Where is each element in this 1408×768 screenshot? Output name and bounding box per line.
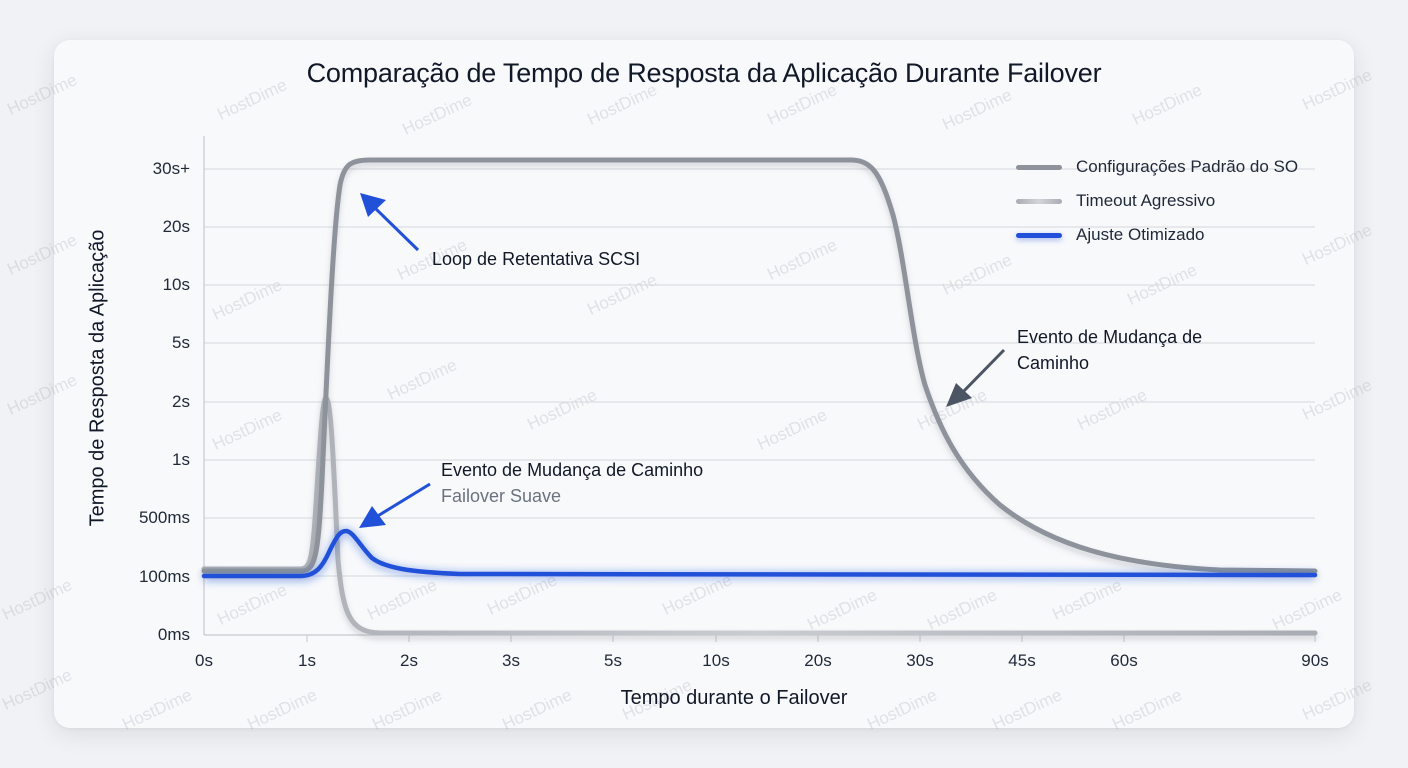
arrow-path-change-opt-icon bbox=[359, 482, 431, 528]
legend: Configurações Padrão do SO Timeout Agres… bbox=[1016, 150, 1298, 252]
chart-card bbox=[54, 40, 1354, 728]
y-tick: 2s bbox=[172, 392, 190, 411]
arrow-scsi-icon bbox=[360, 193, 420, 252]
x-tick: 30s bbox=[906, 651, 934, 670]
y-tick: 500ms bbox=[138, 508, 190, 527]
arrow-path-change-default-icon bbox=[946, 348, 1006, 407]
y-tick: 1s bbox=[172, 450, 190, 469]
annotation-subtitle: Failover Suave bbox=[441, 486, 562, 506]
x-tick: 5s bbox=[604, 651, 622, 670]
series-ajuste-otimizado bbox=[201, 527, 1318, 582]
legend-swatch-icon bbox=[1016, 164, 1062, 170]
legend-item-timeout[interactable]: Timeout Agressivo bbox=[1016, 184, 1298, 218]
annotation-path-change-default: Evento de Mudança de Caminho bbox=[1017, 327, 1203, 373]
x-tick: 1s bbox=[298, 651, 316, 670]
y-tick: 20s bbox=[162, 217, 190, 236]
y-tick: 10s bbox=[162, 275, 190, 294]
y-tick: 100ms bbox=[138, 567, 190, 586]
legend-item-optimized[interactable]: Ajuste Otimizado bbox=[1016, 218, 1298, 252]
x-tick: 20s bbox=[804, 651, 832, 670]
series-configuracoes-padrao bbox=[201, 157, 1318, 574]
y-tick: 30s+ bbox=[152, 159, 190, 178]
annotation-title: Evento de Mudança de Caminho bbox=[441, 460, 704, 480]
x-tick: 10s bbox=[702, 651, 730, 670]
y-axis-label: Tempo de Resposta da Aplicação bbox=[86, 229, 109, 527]
x-tick: 60s bbox=[1110, 651, 1138, 670]
x-tick: 0s bbox=[195, 651, 213, 670]
x-tick: 45s bbox=[1008, 651, 1036, 670]
legend-item-default[interactable]: Configurações Padrão do SO bbox=[1016, 150, 1298, 184]
legend-label: Ajuste Otimizado bbox=[1076, 225, 1205, 244]
legend-swatch-icon bbox=[1016, 198, 1062, 204]
legend-label: Timeout Agressivo bbox=[1076, 191, 1216, 210]
legend-swatch-icon bbox=[1016, 232, 1062, 238]
annotation-scsi-loop: Loop de Retentativa SCSI bbox=[432, 249, 641, 269]
annotation-path-change-optimized: Evento de Mudança de Caminho Failover Su… bbox=[441, 457, 703, 509]
x-tick: 90s bbox=[1301, 651, 1329, 670]
chart-title: Comparação de Tempo de Resposta da Aplic… bbox=[306, 58, 1102, 88]
x-ticks bbox=[306, 635, 1316, 642]
y-tick: 0ms bbox=[157, 625, 190, 644]
x-tick: 2s bbox=[400, 651, 418, 670]
legend-label: Configurações Padrão do SO bbox=[1076, 157, 1299, 176]
x-axis-label: Tempo durante o Failover bbox=[620, 687, 848, 709]
x-tick: 3s bbox=[502, 651, 520, 670]
y-tick: 5s bbox=[172, 333, 190, 352]
